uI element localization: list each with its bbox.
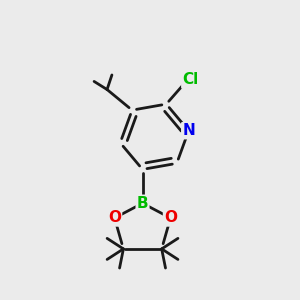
Text: B: B — [137, 196, 148, 211]
Text: O: O — [108, 211, 121, 226]
Text: Cl: Cl — [182, 73, 199, 88]
Text: O: O — [164, 211, 177, 226]
Text: N: N — [182, 123, 195, 138]
